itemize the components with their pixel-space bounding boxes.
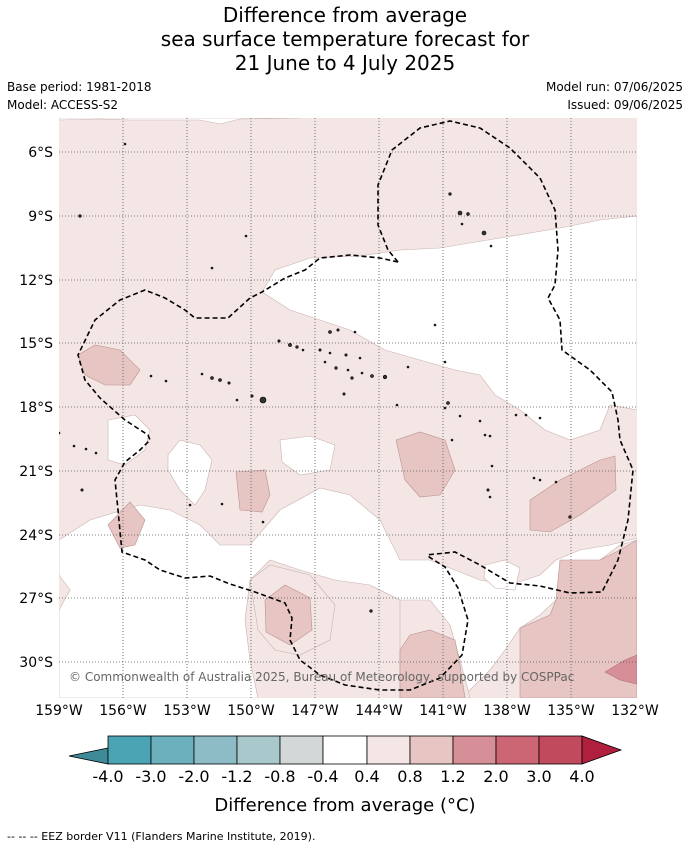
- model-name: Model: ACCESS-S2: [7, 98, 119, 112]
- colorbar-extend-low: [68, 747, 109, 765]
- graticule: [59, 118, 637, 698]
- colorbar-title-unit: °C): [447, 795, 476, 816]
- map-title: Difference from average sea surface temp…: [0, 3, 690, 75]
- lon-label-138w: 138°W: [483, 703, 531, 719]
- colorbar-label-9: 1.2: [440, 767, 465, 786]
- colorbar-label-8: 0.8: [397, 767, 422, 786]
- colorbar-swatch-4: [236, 735, 281, 765]
- colorbar-swatch-2: [150, 735, 195, 765]
- colorbar-label-4: -1.2: [221, 767, 252, 786]
- neutral-region-small: [279, 435, 336, 476]
- lon-label-132w: 132°W: [611, 703, 659, 719]
- colorbar-swatch-8: [409, 735, 454, 765]
- meta-right: Model run: 07/06/2025 Issued: 09/06/2025: [546, 78, 683, 114]
- colorbar: -4.0 -3.0 -2.0 -1.2 -0.8 -0.4 0.4 0.8 1.…: [68, 735, 623, 816]
- colorbar-swatch-10: [495, 735, 540, 765]
- lon-label-153w: 153°W: [163, 703, 211, 719]
- warm-patch-4: [395, 431, 456, 498]
- colorbar-label-1: -4.0: [92, 767, 123, 786]
- lon-label-150w: 150°W: [227, 703, 275, 719]
- lat-label-15s: 15°S: [19, 336, 53, 352]
- lat-label-6s: 6°S: [28, 145, 53, 161]
- lat-label-9s: 9°S: [28, 209, 53, 225]
- lat-label-24s: 24°S: [19, 528, 53, 544]
- warm-patch-5: [529, 455, 617, 533]
- colorbar-label-10: 2.0: [483, 767, 508, 786]
- copyright-notice: © Commonwealth of Australia 2025, Bureau…: [69, 670, 574, 684]
- colorbar-label-7: 0.4: [354, 767, 379, 786]
- title-line-2: sea surface temperature forecast for: [160, 27, 530, 51]
- colorbar-swatch-3: [193, 735, 238, 765]
- colorbar-swatch-11: [538, 735, 583, 765]
- issued-date: Issued: 09/06/2025: [567, 98, 683, 112]
- lat-label-27s: 27°S: [19, 591, 53, 607]
- colorbar-label-2: -3.0: [135, 767, 166, 786]
- lat-label-18s: 18°S: [19, 400, 53, 416]
- colorbar-label-12: 4.0: [569, 767, 594, 786]
- colorbar-label-11: 3.0: [526, 767, 551, 786]
- colorbar-title: Difference from average (°C): [214, 795, 475, 816]
- title-line-1: Difference from average: [222, 3, 468, 27]
- warm-patch-1: [77, 344, 141, 386]
- lat-label-30s: 30°S: [19, 655, 53, 671]
- warm-patch-3: [235, 469, 271, 513]
- colorbar-label-5: -0.8: [264, 767, 295, 786]
- colorbar-swatch-1: [107, 735, 152, 765]
- neutral-region-central: [261, 215, 637, 441]
- warm-patch-2: [107, 501, 146, 549]
- meta-left: Base period: 1981-2018 Model: ACCESS-S2: [7, 78, 152, 114]
- colorbar-swatch-7: [366, 735, 411, 765]
- neutral-region-west: [107, 414, 151, 466]
- base-period: Base period: 1981-2018: [7, 80, 152, 94]
- lon-label-135w: 135°W: [547, 703, 595, 719]
- eez-border-kiribati: [377, 120, 634, 594]
- colorbar-title-text: Difference from average (: [214, 795, 447, 816]
- neutral-region-north: [59, 118, 301, 125]
- colorbar-label-6: -0.4: [307, 767, 338, 786]
- lat-label-21s: 21°S: [19, 464, 53, 480]
- model-run: Model run: 07/06/2025: [545, 80, 683, 94]
- colorbar-swatch-9: [452, 735, 497, 765]
- colorbar-label-3: -2.0: [178, 767, 209, 786]
- lat-tick-labels: 6°S 9°S 12°S 15°S 18°S 21°S 24°S 27°S 30…: [19, 145, 53, 671]
- warm-patch-7: [399, 629, 466, 698]
- title-line-3: 21 June to 4 July 2025: [234, 51, 456, 75]
- lon-label-159w: 159°W: [35, 703, 83, 719]
- colorbar-swatch-5: [279, 735, 324, 765]
- sst-anomaly-field: © Commonwealth of Australia 2025, Bureau…: [59, 118, 637, 698]
- eez-border-french-polynesia: [77, 254, 469, 691]
- lon-label-147w: 147°W: [291, 703, 339, 719]
- islands: [59, 142, 572, 613]
- lon-label-141w: 141°W: [419, 703, 467, 719]
- lon-label-144w: 144°W: [355, 703, 403, 719]
- eez-legend: -- -- -- EEZ border V11 (Flanders Marine…: [7, 830, 316, 843]
- lat-label-12s: 12°S: [19, 273, 53, 289]
- colorbar-extend-high: [581, 735, 623, 765]
- neutral-region-islands: [167, 439, 213, 506]
- lon-tick-labels: 159°W 156°W 153°W 150°W 147°W 144°W 141°…: [35, 703, 659, 719]
- colorbar-swatch-6: [322, 735, 368, 765]
- lon-label-156w: 156°W: [99, 703, 147, 719]
